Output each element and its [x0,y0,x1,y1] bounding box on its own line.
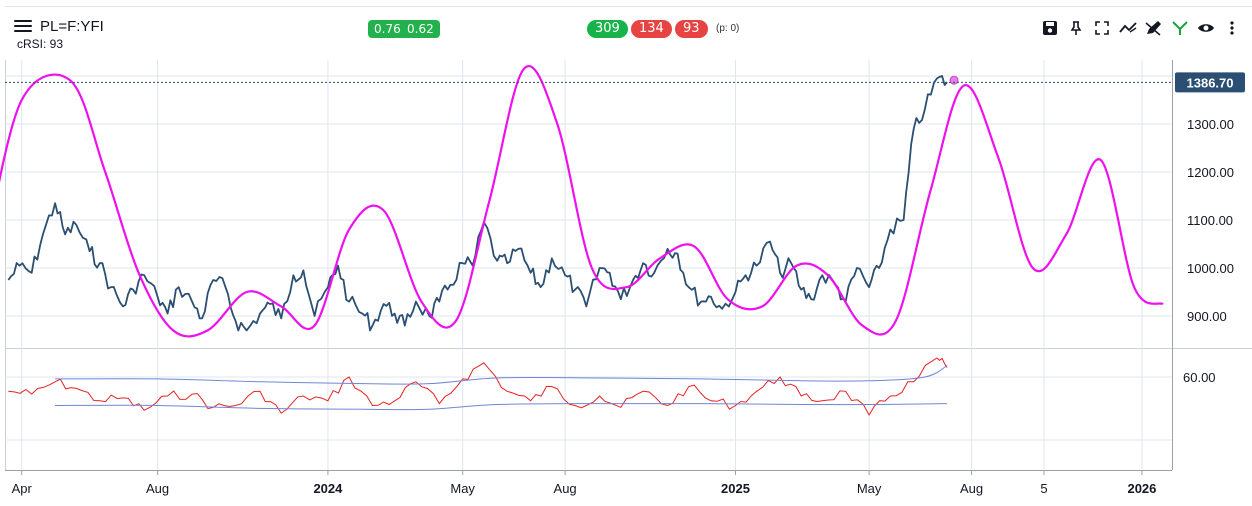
x-tick-label: 2026 [1127,481,1156,496]
last-point-marker [949,75,959,85]
x-tick-label: May [857,481,882,496]
save-icon[interactable] [1040,18,1060,38]
axis-layer: 900.00 1000.00 1100.00 1200.00 1300.00 60.00 A… [12,72,1245,496]
last-price-tag [1175,72,1245,93]
chart-header: PL=F:YFI cRSI: 93 0.76 0.62 309 134 93 (… [0,0,1252,60]
y-tick-label: 900.00 [1187,309,1227,324]
fork-icon[interactable] [1170,18,1190,38]
x-tick-label: Aug [146,481,169,496]
x-tick-label: Aug [554,481,577,496]
eye-icon[interactable] [1196,18,1216,38]
x-tick-label: 2024 [313,481,343,496]
more-icon[interactable] [1222,18,1242,38]
ratio-badge-1: 0.76 [368,20,407,38]
x-tick-label: 2025 [721,481,750,496]
toolbar-icons [1040,18,1242,38]
cycle-line [0,65,1164,338]
y-tick-label: 1000.00 [1187,261,1234,276]
crsi-line [8,357,948,417]
draw-icon[interactable] [1144,18,1164,38]
price-line [7,75,948,332]
trend-icon[interactable] [1118,18,1138,38]
symbol-title[interactable]: PL=F:YFI [40,18,104,35]
y-tick-label: 1300.00 [1187,117,1234,132]
count-badge-red-2: 93 [675,20,708,38]
ratio-badge-2: 0.62 [401,20,440,38]
y-tick-label: 1200.00 [1187,165,1234,180]
sub-y-tick-label: 60.00 [1183,370,1216,385]
menu-icon[interactable] [14,20,32,34]
x-tick-label: May [450,481,475,496]
last-price-label: 1386.70 [1187,75,1234,90]
x-tick-label: 5 [1040,481,1047,496]
fullscreen-icon[interactable] [1092,18,1112,38]
y-tick-label: 1100.00 [1187,213,1233,228]
p-value-label: (p: 0) [716,23,740,34]
lower-band-line [55,402,948,411]
indicator-label: cRSI: 93 [17,37,64,51]
pin-icon[interactable] [1066,18,1086,38]
count-badge-red: 134 [631,20,672,38]
upper-band-line [55,365,948,385]
x-tick-label: Aug [960,481,983,496]
x-tick-label: Apr [12,481,33,496]
count-badge-green: 309 [587,20,628,38]
series-layer [0,65,1172,417]
